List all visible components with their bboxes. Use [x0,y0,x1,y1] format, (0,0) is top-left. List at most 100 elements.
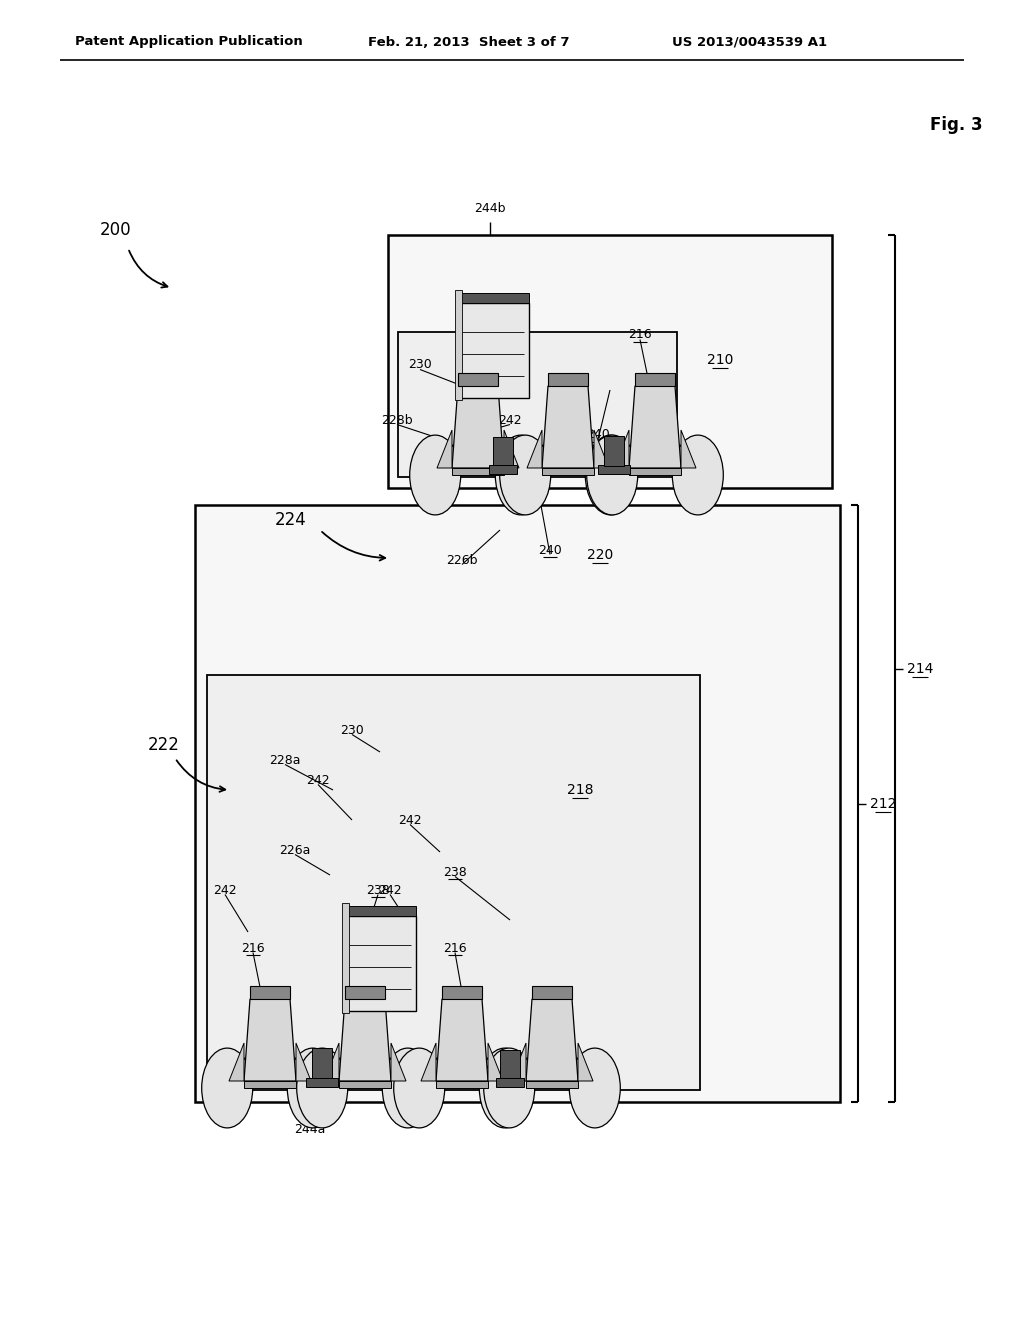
Bar [342,903,349,1012]
Ellipse shape [410,436,461,515]
Bar [344,906,416,916]
Text: 222: 222 [148,737,180,754]
Polygon shape [594,430,609,469]
Text: 214: 214 [907,663,933,676]
Ellipse shape [586,436,636,515]
Bar [457,304,529,399]
Bar [532,986,572,999]
Ellipse shape [587,436,638,515]
Bar [195,506,840,1102]
Ellipse shape [382,1048,433,1127]
Bar [496,1078,524,1086]
Text: 230: 230 [409,359,432,371]
Ellipse shape [297,1048,348,1127]
Text: 210: 210 [707,352,733,367]
Bar [455,290,462,400]
Polygon shape [437,430,452,469]
Ellipse shape [483,1048,535,1127]
Bar [458,374,498,385]
Bar [493,437,513,465]
Ellipse shape [496,436,546,515]
Bar [629,469,681,475]
Bar [500,1049,520,1078]
Bar [339,1081,391,1088]
Polygon shape [681,430,696,469]
Text: 238: 238 [367,883,390,896]
Bar [244,1081,296,1088]
Polygon shape [436,999,488,1081]
Text: 216: 216 [628,329,652,342]
Text: 242: 242 [213,883,237,896]
Bar [344,916,416,1011]
Text: 216: 216 [242,941,265,954]
Bar [250,986,290,999]
Text: Fig. 3: Fig. 3 [930,116,983,135]
Bar [526,1081,578,1088]
Bar [598,465,630,474]
Bar [398,333,677,477]
Text: 240: 240 [539,544,562,557]
Text: 226b: 226b [446,553,478,566]
Polygon shape [452,385,504,469]
Bar [312,1048,332,1078]
Bar [635,374,675,385]
Polygon shape [244,999,296,1081]
Polygon shape [296,1043,311,1081]
Polygon shape [527,430,542,469]
Ellipse shape [500,436,551,515]
Text: 242: 242 [499,413,522,426]
Bar [388,235,831,488]
Polygon shape [391,1043,406,1081]
Text: 242: 242 [306,774,330,787]
Ellipse shape [479,1048,530,1127]
Polygon shape [339,999,391,1081]
Bar [442,986,482,999]
Polygon shape [511,1043,526,1081]
Text: 244a: 244a [294,1123,326,1137]
Text: 238: 238 [443,866,467,879]
Text: Patent Application Publication: Patent Application Publication [75,36,303,49]
Bar [207,675,700,1090]
Polygon shape [421,1043,436,1081]
Bar [452,469,504,475]
Polygon shape [229,1043,244,1081]
Text: 230: 230 [340,723,364,737]
Text: 228a: 228a [269,754,301,767]
Text: 240: 240 [586,429,610,441]
Text: 226a: 226a [280,843,310,857]
Bar [604,436,624,466]
Polygon shape [504,430,519,469]
Text: 216: 216 [443,941,467,954]
Polygon shape [542,385,594,469]
Text: 228b: 228b [381,413,413,426]
Bar [457,293,529,304]
Bar [548,374,588,385]
Text: 242: 242 [378,883,401,896]
Ellipse shape [288,1048,338,1127]
Text: Feb. 21, 2013  Sheet 3 of 7: Feb. 21, 2013 Sheet 3 of 7 [368,36,569,49]
Polygon shape [629,385,681,469]
Text: 242: 242 [518,474,542,487]
Text: 212: 212 [869,797,896,810]
Text: 224: 224 [275,511,307,529]
Ellipse shape [393,1048,444,1127]
Ellipse shape [202,1048,253,1127]
Polygon shape [614,430,629,469]
Bar [542,469,594,475]
Ellipse shape [569,1048,621,1127]
Text: US 2013/0043539 A1: US 2013/0043539 A1 [672,36,827,49]
Text: 242: 242 [409,469,432,482]
Bar [345,986,385,999]
Polygon shape [526,999,578,1081]
Bar [436,1081,488,1088]
Text: 200: 200 [100,220,132,239]
Polygon shape [578,1043,593,1081]
Polygon shape [324,1043,339,1081]
Polygon shape [488,1043,503,1081]
Text: 218: 218 [566,783,593,797]
Text: 242: 242 [398,813,422,826]
Ellipse shape [673,436,723,515]
Text: 220: 220 [587,548,613,562]
Bar [306,1078,338,1086]
Text: 244b: 244b [474,202,506,215]
